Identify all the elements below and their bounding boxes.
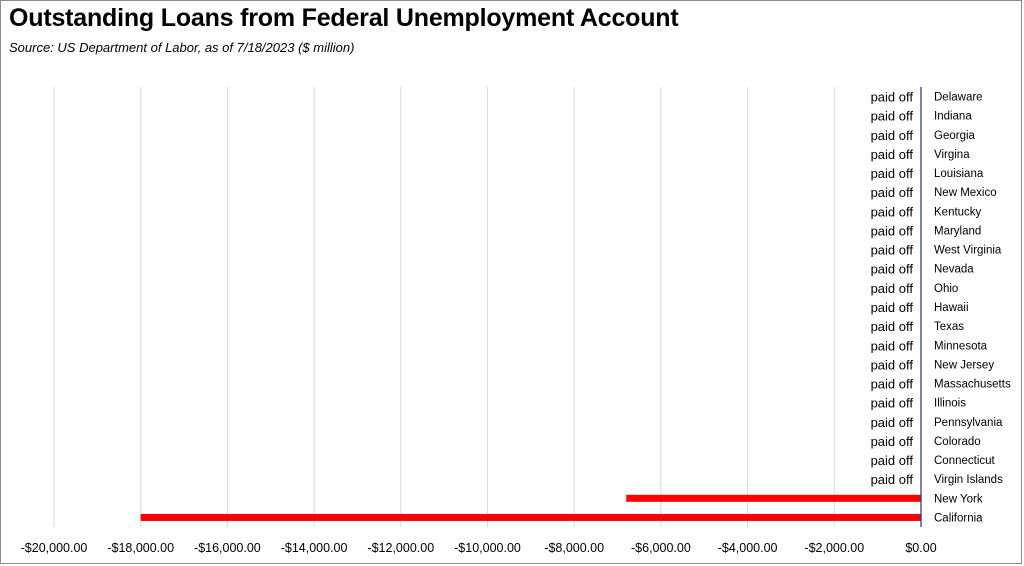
category-label: Maryland: [934, 225, 981, 237]
category-label: Georgia: [934, 130, 976, 142]
data-label: paid off: [871, 415, 914, 430]
data-label: paid off: [871, 338, 914, 353]
x-tick-label: -$16,000.00: [194, 541, 261, 555]
category-label: Colorado: [934, 436, 981, 448]
category-label: Virgina: [934, 149, 970, 161]
data-label: paid off: [871, 377, 914, 392]
x-tick-label: -$14,000.00: [281, 541, 348, 555]
category-label: Pennsylvania: [934, 417, 1003, 429]
data-label: paid off: [871, 185, 914, 200]
data-label: paid off: [871, 128, 914, 143]
chart-subtitle: Source: US Department of Labor, as of 7/…: [9, 40, 355, 55]
x-tick-label: -$12,000.00: [367, 541, 434, 555]
data-label: paid off: [871, 262, 914, 277]
data-label: paid off: [871, 319, 914, 334]
bars: [140, 494, 921, 521]
x-tick-label: -$18,000.00: [107, 541, 174, 555]
category-label: Minnesota: [934, 340, 988, 352]
category-label: Indiana: [934, 111, 972, 123]
data-label: paid off: [871, 223, 914, 238]
data-label: paid off: [871, 396, 914, 411]
category-label: New Jersey: [934, 359, 994, 371]
data-label: paid off: [871, 243, 914, 258]
gridlines: [53, 87, 835, 527]
data-label: paid off: [871, 357, 914, 372]
category-label: Ohio: [934, 283, 958, 295]
category-label: Louisiana: [934, 168, 984, 180]
x-tick-label: -$2,000.00: [804, 541, 864, 555]
category-labels: Delaware Indiana Georgia Virgina Louisiana Ne…: [934, 92, 1011, 525]
x-tick-label: -$20,000.00: [21, 541, 88, 555]
category-label: Connecticut: [934, 455, 996, 467]
data-label: paid off: [871, 472, 914, 487]
category-label: Delaware: [934, 92, 983, 104]
data-label: paid off: [871, 434, 914, 449]
bar: [140, 513, 921, 521]
data-label: paid off: [871, 109, 914, 124]
category-label: Nevada: [934, 264, 974, 276]
data-label: paid off: [871, 281, 914, 296]
x-tick-label: -$6,000.00: [631, 541, 691, 555]
category-label: New York: [934, 493, 983, 505]
data-label: paid off: [871, 300, 914, 315]
data-label: paid off: [871, 166, 914, 181]
category-label: Massachusetts: [934, 379, 1011, 391]
category-label: Illinois: [934, 398, 966, 410]
category-label: West Virginia: [934, 245, 1002, 257]
data-labels: paid off paid off paid off paid off paid off…: [871, 90, 914, 488]
category-label: Virgin Islands: [934, 474, 1003, 486]
x-tick-label: $0.00: [905, 541, 936, 555]
x-tick-label: -$10,000.00: [454, 541, 521, 555]
category-label: New Mexico: [934, 187, 997, 199]
data-label: paid off: [871, 147, 914, 162]
category-label: Kentucky: [934, 206, 982, 218]
category-label: Texas: [934, 321, 964, 333]
chart-title: Outstanding Loans from Federal Unemploym…: [9, 4, 679, 32]
x-tick-label: -$8,000.00: [544, 541, 604, 555]
data-label: paid off: [871, 204, 914, 219]
category-label: California: [934, 512, 983, 524]
category-label: Hawaii: [934, 302, 969, 314]
data-label: paid off: [871, 453, 914, 468]
bar: [626, 494, 921, 502]
x-tick-label: -$4,000.00: [718, 541, 778, 555]
x-tick-labels: -$20,000.00 -$18,000.00 -$16,000.00 -$14,00…: [21, 541, 937, 555]
data-label: paid off: [871, 90, 914, 105]
